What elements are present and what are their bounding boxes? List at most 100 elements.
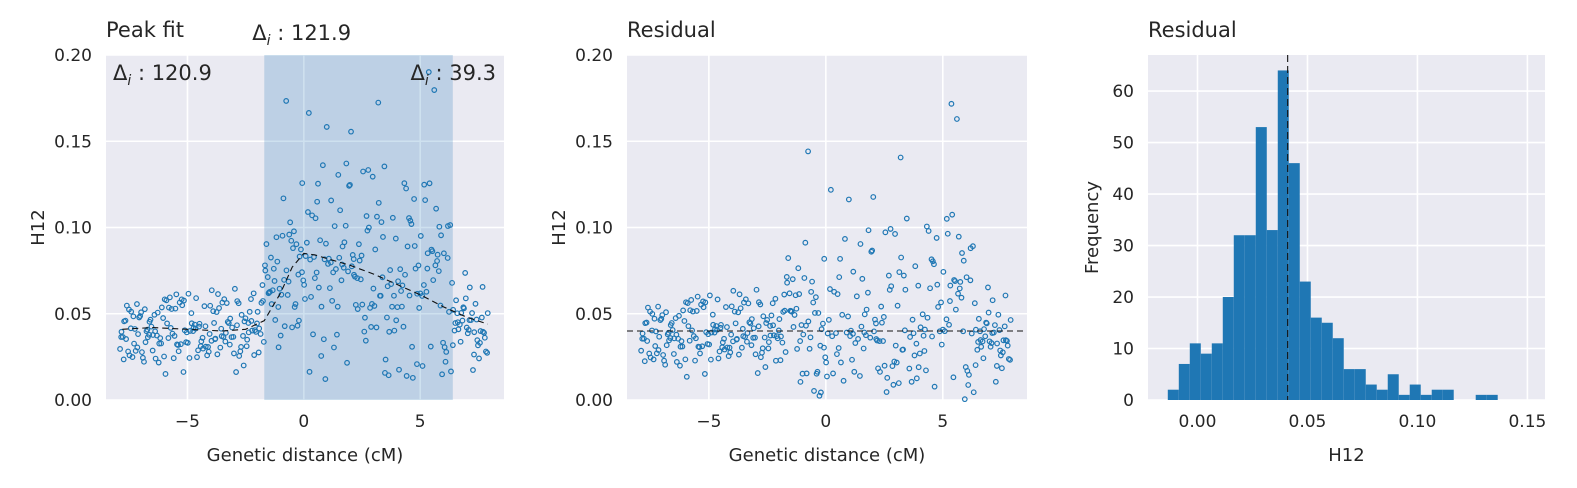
data-point: [880, 314, 887, 320]
data-point: [286, 231, 293, 238]
data-point: [676, 312, 682, 319]
data-point: [784, 279, 791, 286]
x-tick-label: 0.00: [1179, 412, 1217, 432]
data-point: [141, 306, 148, 313]
data-point: [231, 285, 238, 292]
data-point: [944, 230, 951, 237]
data-point: [985, 284, 991, 291]
histogram-bar: [1211, 343, 1223, 400]
data-point: [305, 110, 312, 116]
data-point: [177, 341, 184, 348]
data-point: [444, 255, 451, 261]
data-point: [198, 338, 205, 345]
panel-1: −5 0 5 0.00 0.05 0.10 0.15 0.20 Peak fit Genetic …: [28, 18, 504, 466]
data-point: [660, 352, 667, 358]
data-point: [770, 332, 777, 339]
data-point: [347, 181, 353, 188]
y-tick-label: 40: [1112, 185, 1134, 205]
plot-background: [1148, 55, 1545, 400]
data-point: [762, 364, 769, 370]
data-point: [255, 349, 262, 356]
data-point: [915, 282, 922, 289]
data-point: [839, 311, 846, 318]
data-point: [820, 320, 826, 327]
data-point: [314, 198, 321, 205]
data-point: [956, 285, 963, 292]
data-point: [970, 243, 976, 250]
data-point: [185, 290, 192, 297]
data-point: [449, 279, 455, 286]
data-point: [398, 288, 404, 294]
data-point: [448, 368, 454, 375]
data-point: [221, 296, 228, 303]
data-point: [263, 241, 270, 247]
data-point: [954, 116, 960, 122]
data-point: [655, 347, 662, 353]
histogram-bar: [1178, 363, 1190, 400]
data-point: [684, 300, 691, 306]
data-point: [161, 353, 167, 360]
data-point: [852, 340, 859, 346]
data-point: [767, 323, 774, 329]
histogram-bar: [1321, 322, 1333, 400]
data-point: [827, 286, 833, 292]
y-tick-label: 0.20: [575, 46, 613, 66]
data-point: [267, 288, 273, 295]
data-point: [435, 268, 442, 275]
data-point: [199, 334, 206, 341]
data-point: [807, 334, 814, 341]
data-point: [431, 87, 438, 93]
data-point: [175, 342, 181, 348]
y-tick-label: 0.10: [575, 219, 613, 239]
data-point: [149, 347, 156, 354]
data-point: [315, 284, 322, 291]
data-point: [356, 257, 363, 264]
data-point: [885, 272, 892, 279]
data-point: [946, 321, 952, 328]
data-point: [270, 265, 277, 272]
data-point: [318, 353, 325, 359]
data-point: [220, 334, 227, 340]
data-point: [387, 267, 394, 273]
data-point: [865, 289, 871, 296]
data-point: [810, 299, 817, 306]
data-point: [683, 373, 690, 380]
data-point: [371, 303, 378, 309]
data-point: [484, 310, 491, 317]
data-point: [264, 274, 271, 280]
data-point: [765, 345, 772, 352]
data-point: [391, 327, 398, 334]
data-point: [319, 162, 326, 169]
data-point: [920, 332, 927, 339]
data-point: [334, 331, 340, 338]
data-point: [938, 341, 945, 348]
data-point: [793, 305, 800, 312]
data-point: [294, 322, 301, 329]
data-point: [419, 293, 426, 299]
data-point: [118, 328, 125, 335]
data-point: [442, 358, 449, 365]
data-point: [202, 323, 209, 330]
data-point: [162, 371, 169, 377]
data-point: [889, 363, 896, 369]
histogram-bar: [1343, 369, 1355, 400]
data-point: [284, 292, 291, 298]
data-point: [308, 293, 314, 300]
histogram-bar: [1409, 384, 1421, 400]
data-point: [459, 317, 466, 324]
data-point: [251, 352, 258, 358]
data-point: [812, 294, 819, 301]
data-point: [362, 337, 369, 344]
data-point: [681, 318, 688, 324]
data-point: [429, 248, 436, 255]
data-point: [708, 329, 715, 336]
data-point: [365, 167, 372, 173]
data-point: [416, 305, 423, 311]
data-point: [790, 324, 797, 330]
data-point: [692, 335, 699, 342]
data-point: [170, 355, 177, 362]
data-point: [714, 296, 721, 303]
data-point: [422, 197, 429, 203]
data-point: [400, 323, 407, 330]
data-point: [122, 317, 129, 324]
